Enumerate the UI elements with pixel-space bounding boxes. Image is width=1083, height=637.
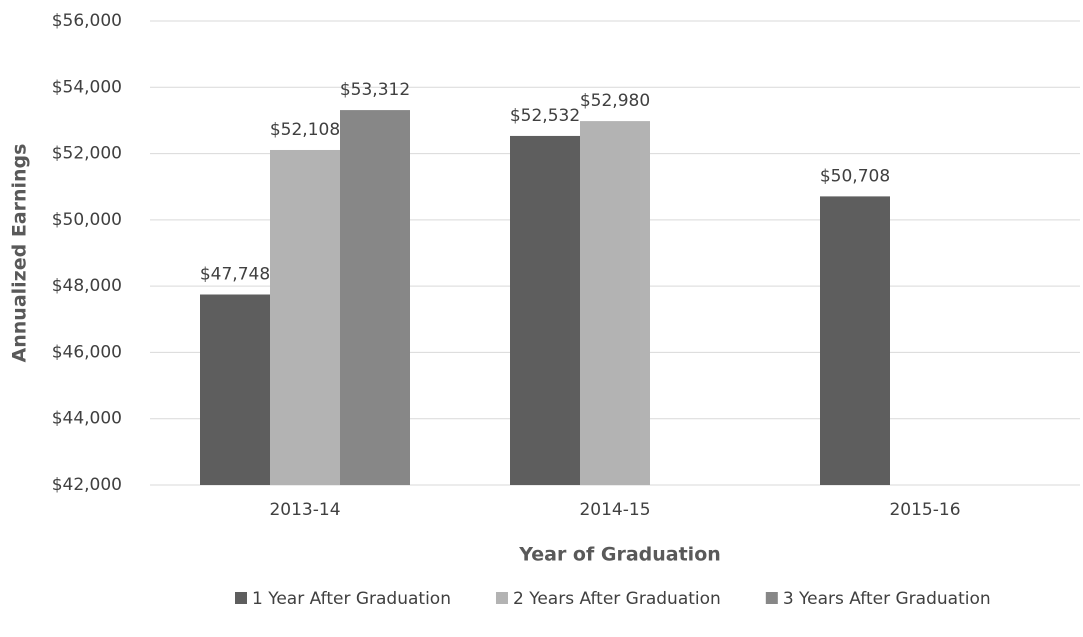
legend-swatch — [495, 592, 508, 604]
y-tick-label: $50,000 — [52, 210, 122, 230]
y-tick-label: $42,000 — [52, 475, 122, 495]
data-label: $52,980 — [580, 91, 650, 111]
data-label: $52,532 — [510, 106, 580, 126]
y-tick-label: $54,000 — [52, 77, 122, 97]
y-tick-label: $56,000 — [52, 11, 122, 31]
y-axis-title: Annualized Earnings — [9, 144, 31, 363]
legend-label: 1 Year After Graduation — [252, 589, 451, 609]
bar — [200, 294, 270, 485]
data-label: $47,748 — [200, 264, 270, 284]
legend-swatch — [235, 592, 247, 604]
bar — [820, 196, 890, 485]
y-tick-label: $52,000 — [52, 144, 122, 164]
bar — [510, 135, 580, 485]
y-tick-label: $46,000 — [52, 342, 122, 362]
legend-label: 2 Years After Graduation — [513, 589, 721, 609]
bar — [340, 110, 410, 485]
x-tick-label: 2013-14 — [269, 500, 340, 520]
x-axis-title: Year of Graduation — [518, 544, 721, 566]
x-tick-label: 2015-16 — [889, 500, 960, 520]
bar — [580, 121, 650, 485]
bar — [270, 149, 340, 485]
y-tick-label: $48,000 — [52, 276, 122, 296]
legend-swatch — [765, 592, 778, 604]
x-tick-label: 2014-15 — [579, 500, 650, 520]
data-label: $52,108 — [270, 120, 340, 140]
y-tick-label: $44,000 — [52, 409, 122, 429]
data-label: $53,312 — [340, 80, 410, 100]
data-label: $50,708 — [820, 166, 890, 186]
legend-label: 3 Years After Graduation — [783, 589, 991, 609]
